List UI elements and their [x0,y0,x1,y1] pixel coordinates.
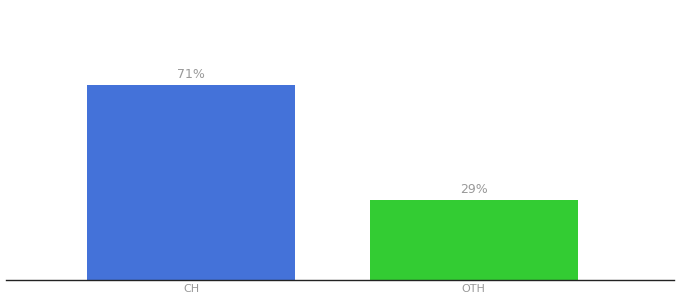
Bar [370,200,578,280]
Text: 71%: 71% [177,68,205,81]
Text: 29%: 29% [460,183,488,196]
Bar [87,85,295,280]
